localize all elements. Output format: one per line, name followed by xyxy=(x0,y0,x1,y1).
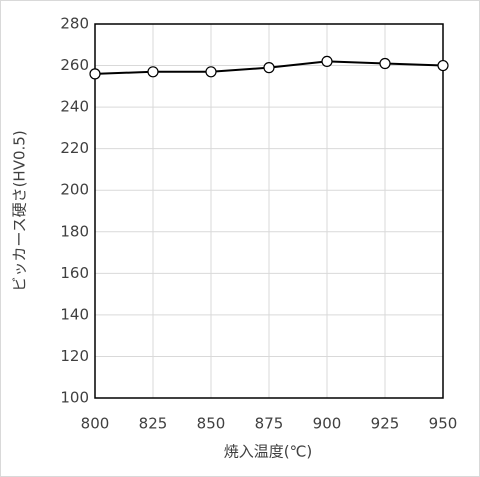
point xyxy=(437,59,449,72)
y-tick-label: 240 xyxy=(60,98,89,116)
x-tick-label: 900 xyxy=(313,415,342,433)
point xyxy=(147,66,159,78)
point xyxy=(321,55,333,68)
plot-frame xyxy=(94,23,444,399)
point xyxy=(263,62,275,74)
y-tick-label: 160 xyxy=(60,264,89,282)
y-axis-label: ビッカース硬さ(HV0.5) xyxy=(11,130,29,291)
point xyxy=(379,57,391,70)
point xyxy=(89,68,101,80)
y-tick-label: 100 xyxy=(60,389,89,407)
x-tick-label: 950 xyxy=(429,415,458,433)
x-tick-label: 850 xyxy=(197,415,226,433)
x-tick-label: 825 xyxy=(139,415,168,433)
y-tick-label: 260 xyxy=(60,56,89,74)
y-tick-label: 180 xyxy=(60,222,89,240)
y-tick-label: 140 xyxy=(60,305,89,323)
y-tick-label: 280 xyxy=(60,15,89,33)
x-tick-label: 925 xyxy=(371,415,400,433)
point xyxy=(205,66,217,78)
y-tick-label: 120 xyxy=(60,347,89,365)
x-tick-label: 875 xyxy=(255,415,284,433)
x-axis-label: 焼入温度(℃) xyxy=(224,443,313,461)
y-tick-label: 200 xyxy=(60,181,89,199)
x-tick-label: 800 xyxy=(81,415,110,433)
y-tick-label: 220 xyxy=(60,139,89,157)
